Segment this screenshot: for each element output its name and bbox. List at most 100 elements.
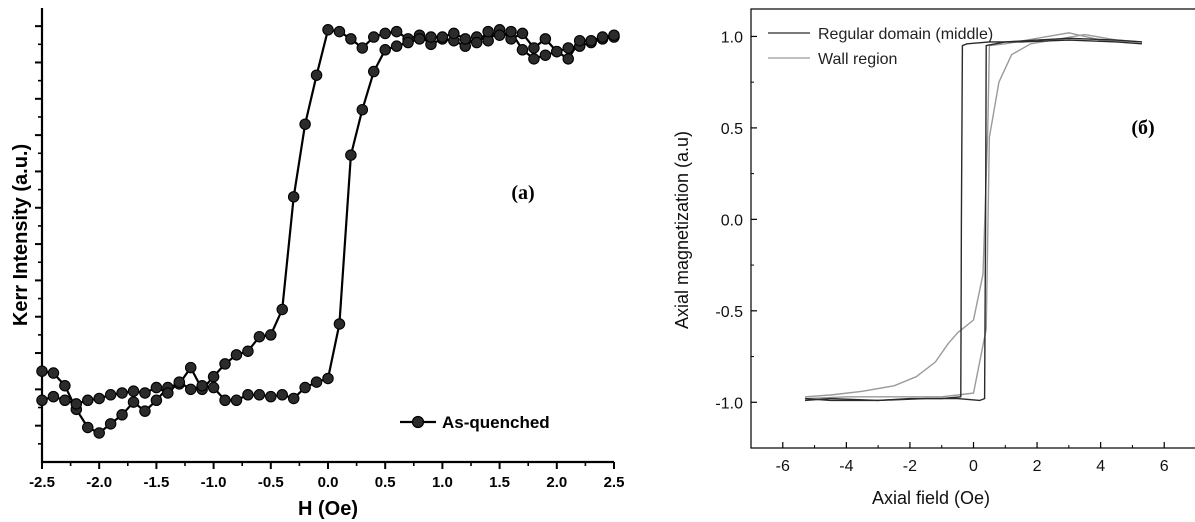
panel-b-tag: (б): [1131, 117, 1154, 139]
panel-a-xtick-label: -2.5: [29, 474, 55, 491]
data-point: [47, 367, 60, 379]
data-point: [242, 389, 254, 401]
panel-a-xtick-label: -1.0: [201, 474, 227, 491]
data-point: [356, 42, 369, 54]
data-point: [184, 361, 197, 374]
data-point: [562, 53, 574, 65]
data-point: [390, 25, 403, 38]
data-point: [230, 394, 243, 407]
data-point: [310, 376, 323, 388]
panel-b-xtick-label: 2: [1033, 458, 1042, 475]
data-point: [207, 370, 220, 383]
data-point: [150, 381, 163, 394]
data-point: [242, 345, 254, 357]
panel-b-xtick-label: 4: [1096, 458, 1105, 475]
data-point: [505, 25, 517, 38]
data-point: [276, 303, 288, 316]
data-point: [265, 329, 277, 341]
data-point: [219, 394, 231, 407]
data-point: [493, 29, 506, 41]
data-point: [368, 31, 380, 43]
data-point: [573, 34, 586, 47]
panel-a-xtick-label: 1.5: [489, 474, 510, 491]
data-point: [299, 118, 311, 130]
data-point: [276, 389, 288, 401]
data-point: [139, 405, 151, 417]
data-point: [127, 385, 140, 397]
data-point: [322, 24, 334, 36]
panel-b-frame: [750, 8, 1195, 449]
panel-a-xtick-label: 0.0: [318, 474, 339, 491]
series-line-descending-branch: [804, 39, 1143, 402]
panel-b-ytick-label: 0.5: [721, 121, 743, 138]
panel-a-xtick-label: -1.5: [143, 474, 169, 491]
data-point: [287, 191, 300, 203]
panel-b: -6 -4 -2 0 2 4 6 -1.0 -0.5 0.0 0.5 1.0 Axial field …: [672, 8, 1195, 508]
data-point: [459, 33, 472, 45]
data-point: [310, 69, 323, 81]
data-point: [516, 27, 529, 40]
data-point: [528, 53, 540, 65]
panel-b-xtick-label: -6: [776, 458, 790, 475]
data-point: [539, 33, 552, 45]
data-point: [322, 372, 334, 385]
data-point: [528, 42, 540, 54]
data-point: [345, 33, 357, 45]
panel-a-axes: [40, 8, 614, 464]
panel-a-lines: [41, 28, 615, 434]
data-point: [345, 149, 357, 161]
data-point: [219, 358, 231, 370]
data-point: [448, 27, 460, 40]
panel-b-xtick-label: -2: [903, 458, 917, 475]
data-point: [413, 33, 426, 45]
data-point: [390, 40, 403, 52]
data-point: [539, 49, 552, 61]
data-point: [333, 25, 346, 38]
panel-b-ytick-label: 0.0: [721, 212, 743, 229]
panel-b-tick-labels: -6 -4 -2 0 2 4 6 -1.0 -0.5 0.0 0.5 1.0: [715, 29, 1168, 475]
panel-a-tick-labels: -2.5 -2.0 -1.5 -1.0 -0.5 0.0 0.5 1.0 1.5 2.0 2.5: [29, 474, 624, 491]
data-point: [379, 27, 391, 40]
panel-b-xtick-label: 0: [969, 458, 978, 475]
data-point: [139, 387, 151, 399]
series-line-ascending-branch: [41, 30, 615, 405]
panel-b-ytick-label: -1.0: [715, 395, 743, 412]
data-point: [173, 376, 186, 388]
legend-marker-as-quenched: [411, 415, 425, 429]
data-point: [516, 44, 529, 56]
data-point: [470, 36, 483, 49]
data-point: [230, 349, 243, 361]
data-point: [104, 418, 117, 430]
data-point: [196, 379, 208, 392]
data-point: [608, 29, 620, 41]
data-point: [265, 390, 277, 403]
data-point: [368, 65, 380, 78]
data-point: [116, 387, 128, 399]
panel-a-xtick-label: 2.0: [546, 474, 567, 491]
panel-a-xtick-label: 2.5: [604, 474, 625, 491]
data-point: [333, 318, 346, 330]
panel-b-ticks: [751, 35, 1165, 448]
panel-a-xtick-label: 0.5: [375, 474, 396, 491]
panel-b-xtick-label: -4: [839, 458, 853, 475]
panel-a-xtick-label: -2.0: [86, 474, 112, 491]
data-point: [184, 383, 197, 396]
series-line-ascending-branch: [804, 37, 1143, 402]
panel-a-xtick-label: 1.0: [432, 474, 453, 491]
data-point: [70, 398, 83, 410]
data-point: [253, 330, 266, 343]
series-line-descending-branch: [804, 32, 1143, 398]
data-point: [59, 394, 71, 407]
data-point: [356, 103, 369, 116]
panel-a-tag: (a): [511, 182, 534, 204]
data-point: [585, 34, 597, 47]
panel-a-ticks: [35, 25, 615, 469]
data-point: [551, 45, 563, 58]
data-point: [402, 36, 414, 49]
data-point: [127, 396, 140, 408]
data-point: [299, 381, 311, 394]
legend-label-as-quenched: As-quenched: [442, 413, 550, 432]
legend-label-regular-domain: Regular domain (middle): [818, 26, 993, 43]
panel-b-xlabel: Axial field (Oe): [872, 488, 990, 508]
panel-b-legend: Regular domain (middle) Wall region: [768, 26, 993, 68]
